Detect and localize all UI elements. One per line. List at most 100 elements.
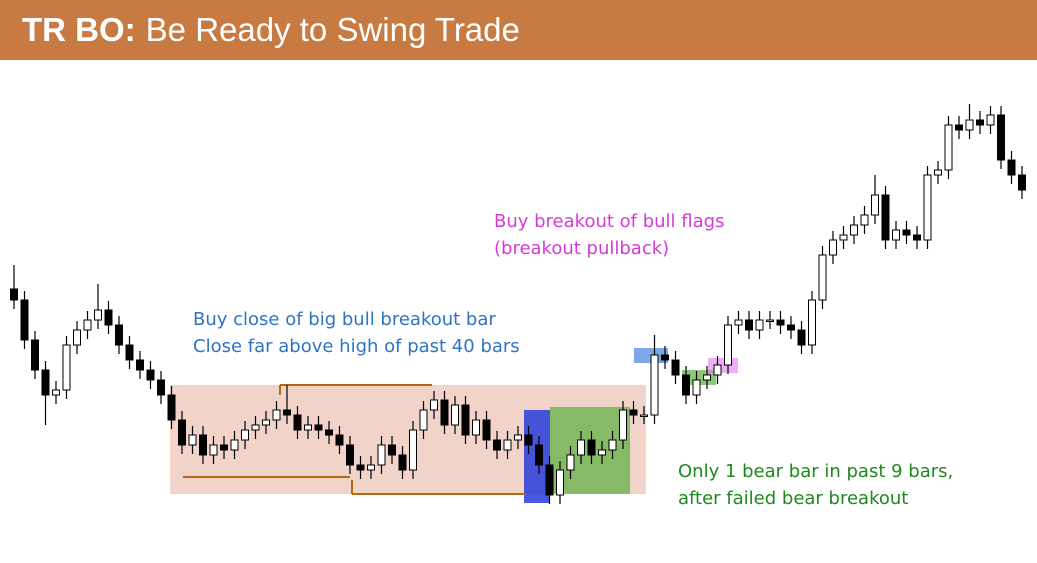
candle-body: [52, 389, 60, 396]
candle-body: [209, 444, 218, 456]
annotation-text: Only 1 bear bar in past 9 bars,: [678, 461, 953, 482]
candle-body: [409, 429, 417, 471]
candle-body: [577, 439, 585, 456]
candle-body: [325, 429, 333, 436]
candle-body: [860, 214, 869, 226]
annotation-text: (breakout pullback): [494, 238, 669, 259]
candle-body: [944, 124, 953, 171]
candle-body: [10, 288, 18, 301]
candle-body: [335, 434, 344, 446]
candle-body: [934, 169, 942, 176]
candle-body: [724, 324, 732, 366]
candle-body: [556, 469, 564, 496]
candle-body: [41, 369, 50, 396]
candle-body: [199, 434, 207, 456]
candle-body: [829, 239, 837, 256]
candle-body: [787, 324, 795, 331]
candle-body: [398, 454, 407, 471]
candle-body: [115, 324, 123, 346]
candle-body: [440, 399, 449, 426]
annotation-text: Close far above high of past 40 bars: [193, 336, 520, 357]
candle-body: [619, 409, 627, 441]
candle-body: [997, 114, 1005, 161]
candle-body: [230, 439, 239, 451]
candle-body: [776, 319, 785, 326]
candle-body: [461, 404, 470, 436]
candle-body: [902, 229, 911, 236]
candle-body: [566, 454, 575, 471]
candle-body: [965, 119, 974, 131]
candle-body: [640, 414, 648, 417]
candle-body: [304, 424, 312, 431]
header-title: TR BO: Be Ready to Swing Trade: [22, 11, 520, 48]
candle-body: [514, 434, 522, 441]
candle-body: [881, 194, 890, 241]
header-bar: [0, 0, 1037, 60]
candle-body: [661, 354, 669, 361]
candle-body: [818, 254, 827, 301]
candle-body: [430, 399, 438, 411]
candle-body: [871, 194, 879, 216]
candle-body: [178, 419, 186, 446]
candle-body: [482, 419, 491, 441]
candle-body: [104, 309, 113, 326]
overlays: [170, 348, 738, 503]
candle-body: [535, 444, 543, 466]
candle-body: [251, 424, 260, 431]
candle-body: [493, 439, 501, 451]
candle-body: [986, 114, 995, 126]
candle-body: [766, 319, 774, 322]
candle-body: [241, 429, 249, 441]
candle-body: [892, 229, 900, 241]
candle-body: [388, 444, 396, 456]
candle-body: [283, 409, 291, 416]
candle-body: [797, 329, 806, 346]
annotation-text: Buy breakout of bull flags: [494, 211, 724, 232]
candle-body: [703, 374, 711, 381]
candle-body: [650, 354, 659, 416]
candle-body: [976, 119, 984, 126]
candle-body: [272, 409, 281, 421]
annotation-text: Buy close of big bull breakout bar: [193, 309, 496, 330]
candle-body: [31, 339, 39, 371]
header-text: Be Ready to Swing Trade: [146, 11, 520, 48]
candle-body: [262, 419, 270, 426]
candle-body: [356, 464, 365, 471]
candle-body: [20, 299, 29, 341]
candle-body: [692, 379, 701, 396]
candle-body: [157, 379, 165, 396]
candle-body: [808, 299, 816, 346]
candle-body: [682, 374, 690, 396]
candle-body: [587, 439, 596, 456]
candle-body: [146, 369, 155, 381]
candle-body: [923, 174, 932, 241]
candle-body: [1007, 159, 1016, 176]
candle-body: [83, 319, 92, 331]
candle-body: [346, 444, 354, 466]
candle-body: [1018, 174, 1026, 191]
candle-body: [524, 434, 533, 446]
candle-body: [608, 439, 617, 451]
annotations: Buy close of big bull breakout bar Close …: [193, 211, 953, 509]
candle-body: [314, 424, 323, 431]
candle-body: [472, 419, 480, 436]
candle-body: [220, 444, 228, 451]
candle-body: [713, 364, 722, 376]
candle-body: [629, 409, 638, 416]
candle-body: [598, 449, 606, 456]
candle-body: [839, 234, 848, 241]
candle-body: [755, 319, 764, 331]
candle-body: [545, 464, 554, 496]
candle-body: [94, 309, 102, 321]
candle-body: [62, 344, 71, 391]
candle-body: [188, 434, 197, 446]
candle-body: [671, 359, 680, 376]
candle-body: [745, 319, 753, 331]
candle-body: [419, 409, 428, 431]
candle-body: [451, 404, 459, 426]
candle-body: [136, 359, 144, 371]
candle-body: [125, 344, 134, 361]
candles: [10, 104, 1026, 504]
flag-breakout-highlight: [708, 358, 738, 373]
